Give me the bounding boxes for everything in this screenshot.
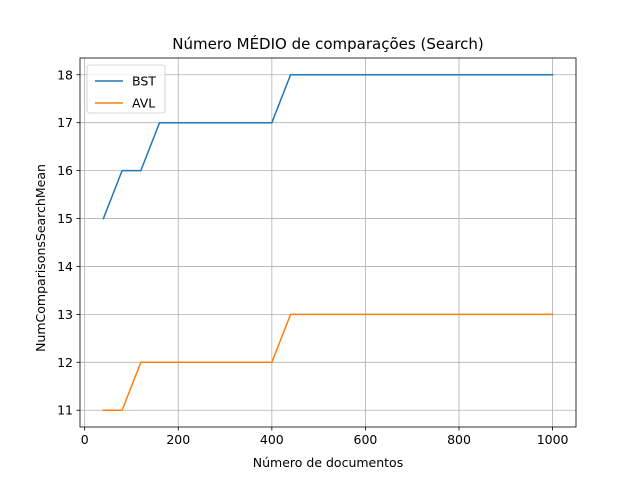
x-tick-label-1: 200 <box>166 432 190 447</box>
x-tick-label-3: 600 <box>354 432 378 447</box>
plot-frame <box>79 57 577 428</box>
chart-title: Número MÉDIO de comparações (Search) <box>172 34 483 53</box>
series-layer <box>102 74 554 411</box>
y-tick-label-7: 18 <box>57 67 73 82</box>
legend-label-avl: AVL <box>132 96 155 111</box>
y-tick-label-5: 16 <box>57 163 73 178</box>
x-tick-label-5: 1000 <box>537 432 569 447</box>
x-tick-label-4: 800 <box>447 432 471 447</box>
legend-box <box>86 64 166 114</box>
series-line-avl <box>102 313 554 411</box>
ticks-layer: 0 200 400 600 800 1000 11 12 13 14 15 16 17 18 <box>57 67 568 447</box>
legend: BST AVL <box>86 64 166 114</box>
y-tick-label-1: 12 <box>57 355 73 370</box>
x-tick-label-0: 0 <box>81 432 89 447</box>
y-tick-label-3: 14 <box>57 259 73 274</box>
x-axis-title: Número de documentos <box>253 455 403 470</box>
axes-layer <box>79 57 577 428</box>
x-tick-label-2: 400 <box>260 432 284 447</box>
y-tick-label-2: 13 <box>57 307 73 322</box>
y-axis-title: NumComparisonsSearchMean <box>33 164 48 352</box>
series-line-bst <box>102 74 554 220</box>
y-tick-label-0: 11 <box>57 403 73 418</box>
y-tick-label-6: 17 <box>57 115 73 130</box>
legend-label-bst: BST <box>132 74 156 89</box>
y-tick-label-4: 15 <box>57 211 73 226</box>
